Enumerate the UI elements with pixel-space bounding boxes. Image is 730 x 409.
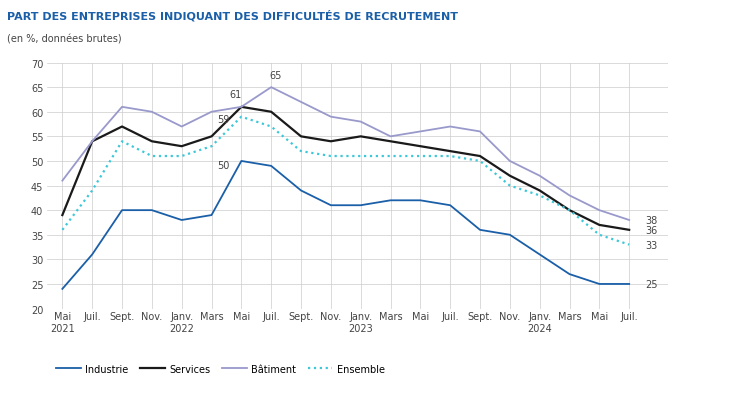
Text: 36: 36: [645, 225, 658, 235]
Text: 38: 38: [645, 216, 658, 225]
Text: (en %, données brutes): (en %, données brutes): [7, 35, 122, 45]
Text: PART DES ENTREPRISES INDIQUANT DES DIFFICULTÉS DE RECRUTEMENT: PART DES ENTREPRISES INDIQUANT DES DIFFI…: [7, 10, 458, 22]
Legend: Industrie, Services, Bâtiment, Ensemble: Industrie, Services, Bâtiment, Ensemble: [53, 360, 389, 378]
Text: 65: 65: [269, 71, 282, 81]
Text: 50: 50: [218, 160, 230, 171]
Text: 59: 59: [218, 115, 230, 125]
Text: 25: 25: [645, 279, 658, 289]
Text: 61: 61: [229, 90, 242, 100]
Text: 33: 33: [645, 240, 658, 250]
